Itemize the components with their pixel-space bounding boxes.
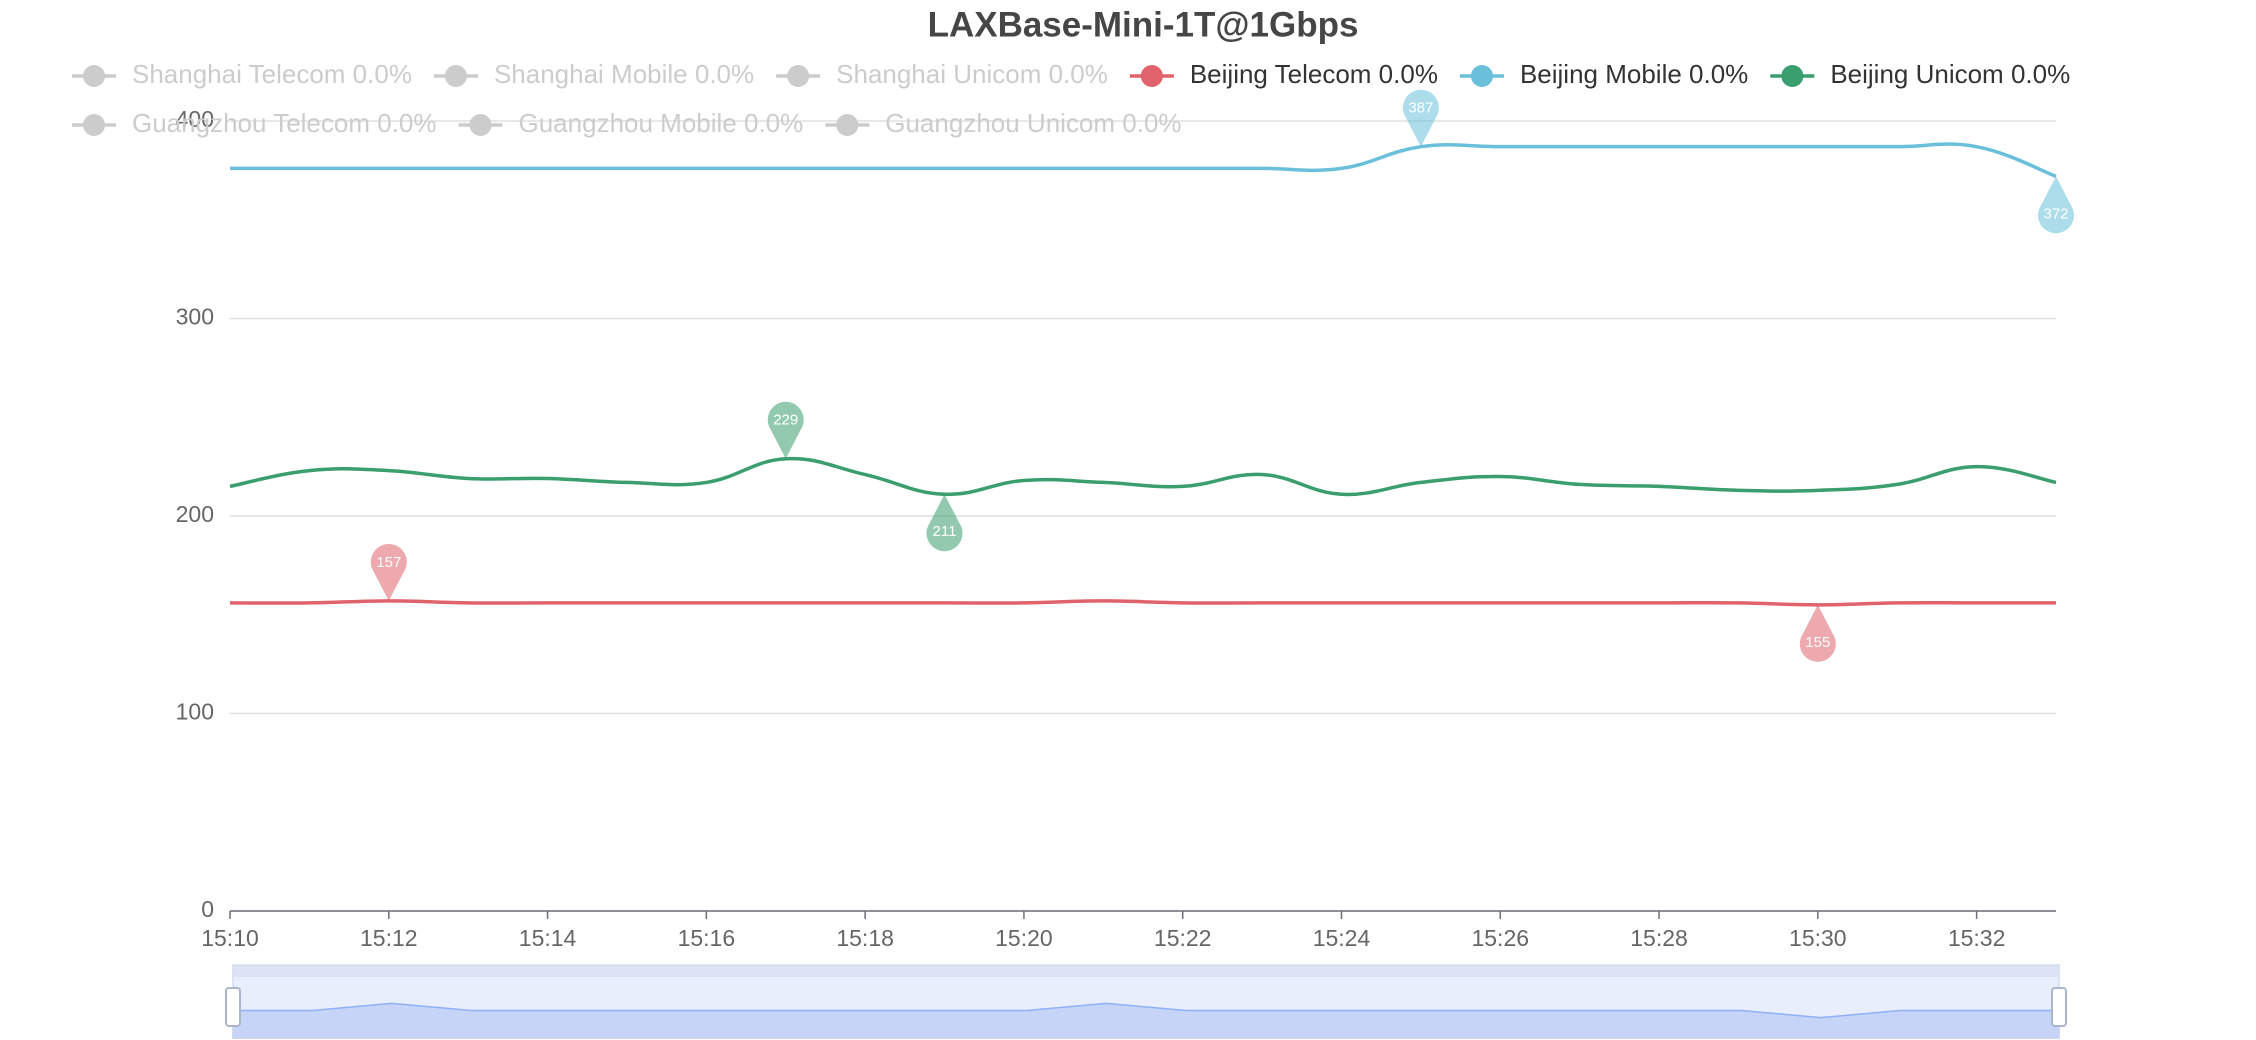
legend-label: Shanghai Unicom 0.0% [836,59,1108,89]
legend-dot [787,65,810,87]
legend-dot [1470,65,1493,87]
x-tick-label: 15:26 [1471,925,1529,951]
zoom-area [232,1002,2060,1039]
pin-label: 211 [933,523,957,540]
mark-point: 229 [767,401,804,459]
mark-point: 157 [370,543,407,601]
pin [767,401,804,459]
legend-dot [1140,65,1163,87]
x-tick-label: 15:12 [360,925,418,951]
zoom-handle[interactable] [225,987,241,1027]
zoom-handle[interactable] [2051,987,2067,1027]
legend-item[interactable]: Beijing Mobile 0.0% [1459,59,1748,89]
mark-point: 155 [1799,604,1836,662]
pin [370,543,407,601]
pin [1402,89,1439,147]
series-line [229,142,2057,178]
pin [926,494,963,552]
legend-item[interactable]: Beijing Unicom 0.0% [1770,59,2070,89]
x-tick-label: 15:14 [519,925,577,951]
chart-title: LAXBase-Mini-1T@1Gbps [928,5,1359,44]
x-tick-label: 15:30 [1789,925,1847,951]
legend-label: Guangzhou Unicom 0.0% [885,108,1181,138]
legend-dot [83,114,105,136]
x-tick-label: 15:32 [1948,925,2006,951]
legend-dot [836,114,859,136]
legend-label: Shanghai Mobile 0.0% [494,59,754,89]
legend-label: Beijing Mobile 0.0% [1520,59,1748,89]
legend-label: Shanghai Telecom 0.0% [132,59,412,89]
x-tick-label: 15:18 [836,925,894,951]
legend-dot [469,114,492,136]
y-tick-label: 400 [176,106,214,132]
legend-item[interactable]: Guangzhou Unicom 0.0% [825,108,1182,138]
pin [2038,176,2074,234]
legend-label: Guangzhou Telecom 0.0% [132,108,437,138]
x-tick-label: 15:20 [995,925,1053,951]
pin-label: 157 [376,554,401,571]
x-tick-label: 15:22 [1154,925,1212,951]
x-tick-label: 15:10 [201,925,259,951]
mark-point: 372 [2038,176,2074,234]
y-tick-label: 300 [176,304,214,330]
pin-label: 372 [2043,205,2068,222]
legend-item[interactable]: Guangzhou Telecom 0.0% [72,108,437,138]
x-tick-label: 15:28 [1630,925,1688,951]
legend-item[interactable]: Shanghai Mobile 0.0% [433,59,754,89]
legend-item[interactable]: Shanghai Unicom 0.0% [776,59,1108,89]
legend-dot [83,65,105,87]
pin-label: 229 [773,412,798,429]
y-tick-label: 200 [176,501,214,527]
pin-label: 155 [1805,634,1830,651]
zoom-top-bar [233,965,2059,977]
legend-item[interactable]: Shanghai Telecom 0.0% [72,59,412,89]
y-tick-label: 100 [176,699,214,725]
legend-label: Beijing Telecom 0.0% [1190,59,1438,89]
legend-item[interactable]: Guangzhou Mobile 0.0% [458,108,804,138]
series-line [229,599,2056,607]
legend-label: Guangzhou Mobile 0.0% [519,108,804,138]
x-tick-label: 15:16 [678,925,736,951]
legend-dot [1781,65,1804,87]
mark-point: 387 [1402,89,1439,147]
legend-dot [444,65,467,87]
mark-point: 211 [926,494,963,552]
legend-item[interactable]: Beijing Telecom 0.0% [1129,59,1438,89]
legend-label: Beijing Unicom 0.0% [1830,59,2070,89]
series-line [229,456,2057,497]
x-tick-label: 15:24 [1313,925,1371,951]
pin [1799,604,1836,662]
y-tick-label: 0 [201,896,214,922]
pin-label: 387 [1408,100,1433,117]
